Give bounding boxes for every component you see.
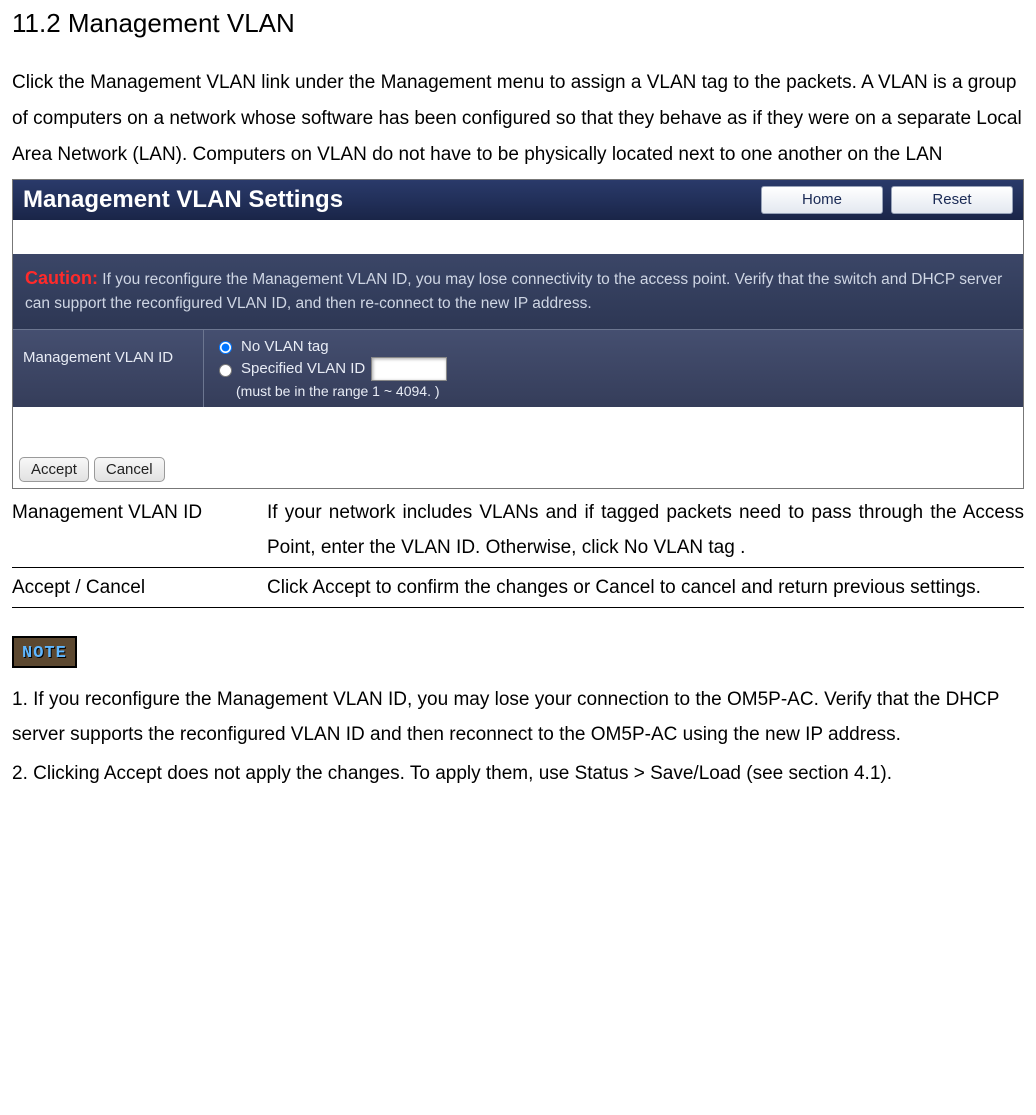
definitions-table: Management VLAN ID If your network inclu… bbox=[12, 493, 1024, 608]
table-row: Accept / Cancel Click Accept to confirm … bbox=[12, 568, 1024, 608]
vlan-options: No VLAN tag Specified VLAN ID (must be i… bbox=[203, 330, 1023, 407]
def-term-accept: Accept / Cancel bbox=[12, 568, 267, 608]
def-desc-accept: Click Accept to confirm the changes or C… bbox=[267, 568, 1024, 608]
settings-panel: Management VLAN Settings Home Reset Caut… bbox=[12, 179, 1024, 489]
caution-label: Caution: bbox=[25, 268, 98, 288]
specified-vlan-radio[interactable] bbox=[219, 364, 232, 377]
home-button[interactable]: Home bbox=[761, 186, 883, 214]
vlan-range-hint: (must be in the range 1 ~ 4094. ) bbox=[214, 383, 1013, 399]
vlan-id-input[interactable] bbox=[371, 357, 447, 381]
note-paragraph-2: 2. Clicking Accept does not apply the ch… bbox=[12, 756, 1024, 791]
caution-block: Caution: If you reconfigure the Manageme… bbox=[13, 254, 1023, 329]
section-title: 11.2 Management VLAN bbox=[12, 8, 1024, 39]
note-badge-text: NOTE bbox=[22, 644, 67, 663]
panel-header: Management VLAN Settings Home Reset bbox=[13, 180, 1023, 220]
panel-title: Management VLAN Settings bbox=[23, 186, 753, 214]
no-vlan-radio[interactable] bbox=[219, 341, 232, 354]
no-vlan-label: No VLAN tag bbox=[241, 338, 329, 355]
vlan-row: Management VLAN ID No VLAN tag Specified… bbox=[13, 329, 1023, 407]
accept-button[interactable]: Accept bbox=[19, 457, 89, 482]
def-desc-vlan: If your network includes VLANs and if ta… bbox=[267, 493, 1024, 568]
caution-text: If you reconfigure the Management VLAN I… bbox=[25, 271, 1002, 311]
cancel-button[interactable]: Cancel bbox=[94, 457, 165, 482]
vlan-row-label: Management VLAN ID bbox=[13, 330, 203, 407]
note-badge: NOTE bbox=[12, 636, 77, 668]
def-term-vlan: Management VLAN ID bbox=[12, 493, 267, 568]
table-row: Management VLAN ID If your network inclu… bbox=[12, 493, 1024, 568]
note-paragraph-1: 1. If you reconfigure the Management VLA… bbox=[12, 682, 1024, 752]
panel-footer: Accept Cancel bbox=[13, 407, 1023, 488]
reset-button[interactable]: Reset bbox=[891, 186, 1013, 214]
intro-paragraph: Click the Management VLAN link under the… bbox=[12, 65, 1024, 173]
specified-vlan-label: Specified VLAN ID bbox=[241, 360, 365, 377]
